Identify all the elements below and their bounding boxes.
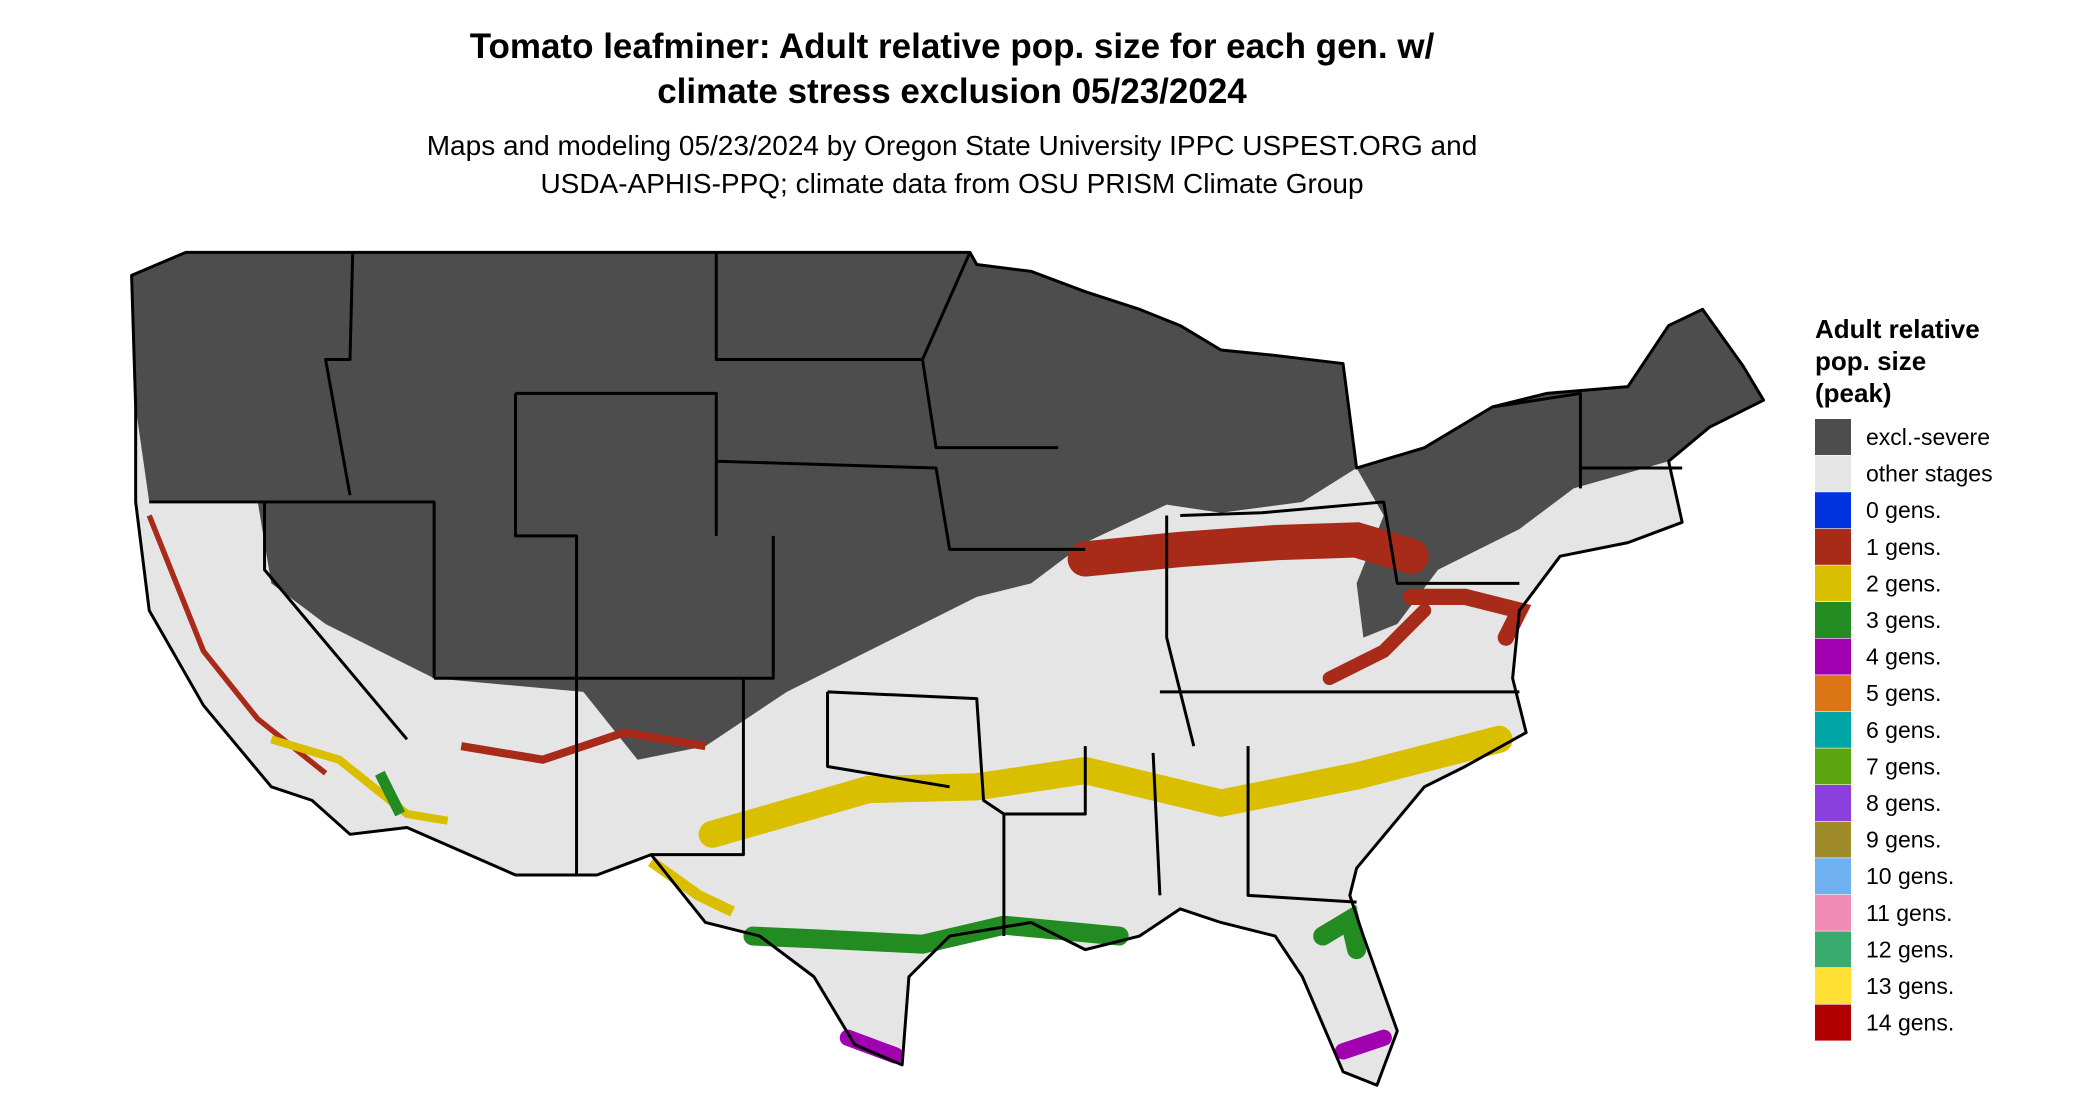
legend-label: 0 gens. — [1866, 497, 1941, 523]
legend-swatch — [1815, 565, 1851, 602]
gen-band — [1313, 904, 1367, 960]
legend-title: Adult relative — [1815, 314, 1980, 344]
legend-swatch — [1815, 1004, 1851, 1041]
legend-label: 11 gens. — [1866, 900, 1953, 926]
legend-label: 9 gens. — [1866, 827, 1941, 853]
legend-swatch — [1815, 638, 1851, 675]
legend-swatch — [1815, 858, 1851, 895]
legend-swatch — [1815, 675, 1851, 712]
legend-label: 14 gens. — [1866, 1010, 1954, 1036]
gen-band — [1067, 522, 1429, 577]
legend-swatch — [1815, 785, 1851, 821]
gen-band — [1334, 1029, 1392, 1060]
legend-label: 13 gens. — [1866, 973, 1954, 999]
gen-band — [270, 735, 449, 825]
legend-swatch — [1815, 748, 1851, 785]
legend-swatch — [1815, 711, 1851, 748]
legend-label: 12 gens. — [1866, 936, 1954, 962]
legend-label: 7 gens. — [1866, 753, 1941, 779]
gen-band — [1402, 588, 1532, 646]
legend-swatch — [1815, 419, 1851, 455]
legend-label: 8 gens. — [1866, 790, 1941, 816]
legend-swatch — [1815, 492, 1851, 529]
legend-swatch — [1815, 821, 1851, 858]
legend-label: 1 gens. — [1866, 534, 1941, 560]
subtitle-line: USDA-APHIS-PPQ; climate data from OSU PR… — [540, 168, 1363, 199]
gen-band — [146, 514, 328, 776]
legend-title: pop. size — [1815, 346, 1926, 376]
legend-label: 10 gens. — [1866, 863, 1954, 889]
legend-label: 3 gens. — [1866, 607, 1941, 633]
legend-title: (peak) — [1815, 378, 1892, 408]
gen-band — [698, 725, 1513, 848]
gen-band — [1322, 603, 1432, 686]
legend-label: other stages — [1866, 461, 1993, 487]
title-line: Tomato leafminer: Adult relative pop. si… — [470, 27, 1435, 66]
legend-swatch — [1815, 455, 1851, 492]
state-borders — [130, 250, 1766, 1087]
subtitle-line: Maps and modeling 05/23/2024 by Oregon S… — [427, 130, 1478, 161]
gen-band — [839, 1029, 904, 1064]
legend-label: 2 gens. — [1866, 570, 1941, 596]
map — [130, 250, 1766, 1087]
title-line: climate stress exclusion 05/23/2024 — [657, 72, 1247, 111]
legend-swatch — [1815, 528, 1851, 565]
legend-label: 6 gens. — [1866, 717, 1941, 743]
legend-label: excl.-severe — [1866, 424, 1990, 450]
legend-swatch — [1815, 894, 1851, 931]
legend-swatch — [1815, 968, 1851, 1004]
excluded-region — [131, 252, 1357, 760]
legend-swatch — [1815, 931, 1851, 968]
gen-band — [460, 728, 707, 764]
legend-label: 5 gens. — [1866, 680, 1941, 706]
gen-band — [374, 770, 406, 817]
legend-swatch — [1815, 602, 1851, 638]
excluded-region — [1356, 309, 1764, 638]
legend-label: 4 gens. — [1866, 644, 1941, 670]
